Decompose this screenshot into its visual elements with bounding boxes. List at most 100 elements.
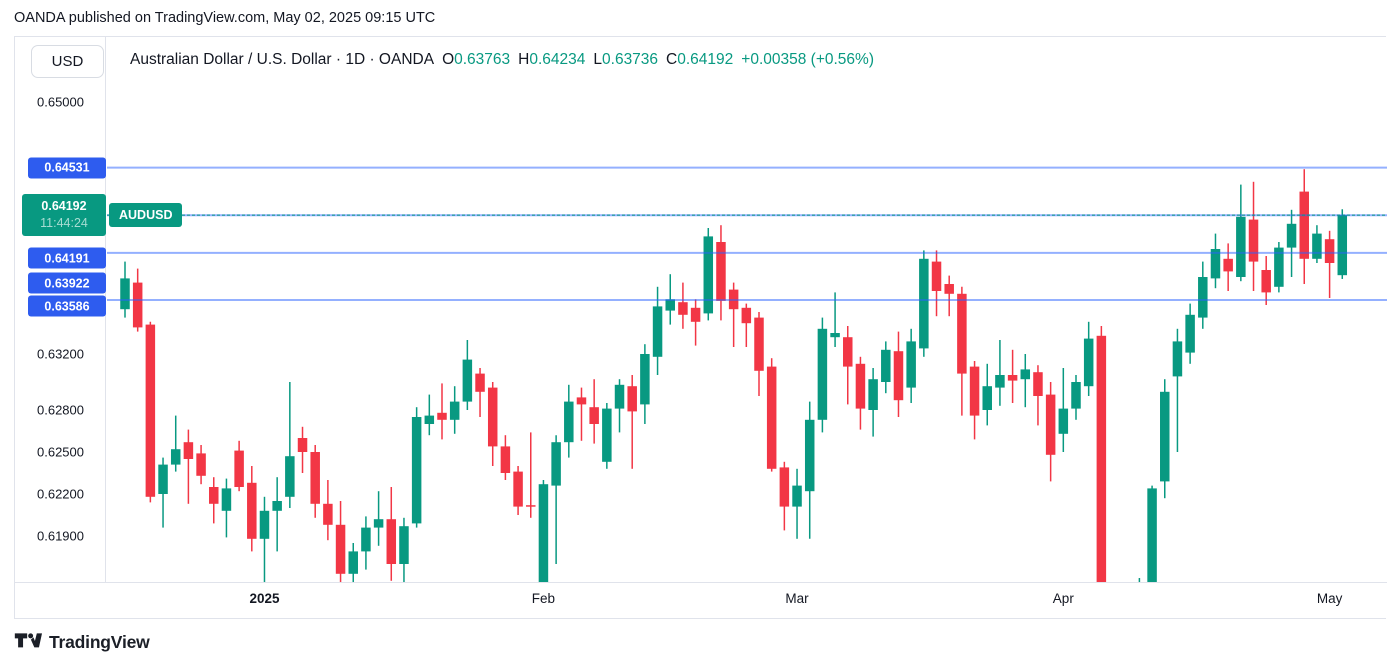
chart-plot-area[interactable]: Australian Dollar / U.S. Dollar · 1D · O… (107, 37, 1387, 582)
candlestick-chart[interactable] (107, 37, 1387, 582)
candle-body (373, 519, 384, 528)
candle-body (361, 527, 371, 552)
chart-legend[interactable]: Australian Dollar / U.S. Dollar · 1D · O… (130, 51, 874, 69)
price-line-label-badge: 0.63922 (28, 272, 106, 294)
tradingview-wordmark: TradingView (49, 632, 150, 652)
candle-body (323, 503, 333, 525)
candle-body (1286, 223, 1297, 248)
candle-body (285, 456, 295, 497)
candle-body (995, 375, 1005, 388)
current-price-badge: 0.64192 11:44:24 (22, 194, 106, 237)
candle-body (944, 284, 954, 294)
candle-body (678, 302, 688, 315)
candle-body (982, 386, 992, 410)
candle-body (1337, 215, 1348, 276)
candle-body (437, 412, 447, 420)
candle-body (475, 373, 485, 392)
candle-body (1312, 233, 1322, 259)
symbol-price-label-badge: AUDUSD (109, 203, 183, 228)
candle-body (120, 278, 130, 310)
candle-body (259, 510, 270, 539)
candle-body (766, 366, 777, 469)
price-line-label-badge: 0.64531 (28, 157, 106, 179)
candle-body (754, 317, 764, 371)
y-axis-tick-label: 0.63200 (37, 346, 84, 362)
candle-body (411, 417, 422, 524)
candle-body (310, 452, 320, 504)
candle-body (969, 366, 980, 416)
candle-body (221, 488, 232, 511)
candle-body (132, 282, 143, 328)
ohlc-open: O0.63763 (442, 51, 511, 68)
price-line-label-badge: 0.64191 (28, 247, 106, 269)
candle-body (906, 341, 916, 388)
candle-body (703, 236, 714, 314)
change-value: +0.00358 (+0.56%) (741, 51, 874, 68)
candle-body (1172, 341, 1183, 377)
candle-body (1058, 408, 1069, 434)
chart-widget: 0.65000 0.63200 0.62800 0.62500 0.62200 0.619… (14, 36, 1387, 619)
candle-body (690, 307, 701, 322)
candle-body (424, 415, 435, 424)
candlestick-series[interactable] (120, 169, 1348, 582)
candle-body (614, 384, 625, 409)
candle-body (716, 242, 726, 301)
candle-body (589, 407, 599, 424)
x-axis-month-label: Mar (785, 591, 809, 606)
candle-body (779, 467, 790, 507)
candle-body (526, 505, 536, 507)
candle-body (348, 551, 358, 574)
candle-body (652, 306, 663, 357)
candle-body (1007, 375, 1018, 381)
candle-body (1185, 314, 1195, 353)
tradingview-mark-icon (14, 630, 42, 655)
candle-body (1020, 369, 1031, 380)
time-scale[interactable]: 2025 Feb Mar Apr May (15, 582, 1387, 618)
tradingview-logo[interactable]: TradingView (14, 630, 150, 655)
candle-body (1223, 258, 1233, 272)
x-axis-month-label: Feb (531, 591, 556, 606)
candle-body (513, 471, 523, 507)
candle-body (602, 408, 612, 462)
candle-body (500, 446, 511, 473)
currency-selector-button[interactable]: USD (31, 45, 104, 78)
ohlc-close: C0.64192 (666, 51, 734, 68)
candle-body (817, 328, 828, 420)
candle-body (830, 333, 840, 338)
y-axis-tick-label: 0.65000 (37, 94, 84, 110)
candle-body (247, 482, 257, 539)
candle-body (399, 526, 409, 564)
candle-body (576, 397, 587, 405)
candle-body (297, 438, 308, 452)
candle-body (640, 354, 650, 405)
candle-body (462, 359, 473, 402)
candle-body (868, 379, 878, 410)
candle-body (1198, 277, 1208, 318)
candle-body (449, 401, 460, 420)
candle-body (1071, 382, 1081, 409)
candle-body (145, 324, 156, 497)
candle-body (1324, 239, 1335, 263)
candle-body (386, 519, 397, 564)
candle-body (843, 337, 853, 367)
candle-body (1261, 270, 1271, 293)
candle-body (487, 387, 498, 447)
candle-body (1236, 216, 1246, 277)
candle-body (804, 419, 815, 492)
candle-body (741, 307, 752, 324)
y-axis-tick-label: 0.62200 (37, 486, 84, 502)
candle-body (957, 293, 967, 374)
candle-body (881, 349, 891, 382)
candle-body (170, 449, 181, 465)
ohlc-low: L0.63736 (593, 51, 659, 68)
candle-body (234, 450, 244, 487)
x-axis-month-label: May (1316, 591, 1343, 606)
candle-body (1083, 338, 1094, 387)
candle-body (893, 351, 904, 401)
price-scale[interactable]: 0.65000 0.63200 0.62800 0.62500 0.62200 0.619… (15, 37, 106, 582)
candle-body (551, 442, 561, 486)
candle-body (792, 485, 802, 507)
symbol-title[interactable]: Australian Dollar / U.S. Dollar · 1D · O… (130, 51, 435, 68)
candle-body (209, 487, 219, 504)
